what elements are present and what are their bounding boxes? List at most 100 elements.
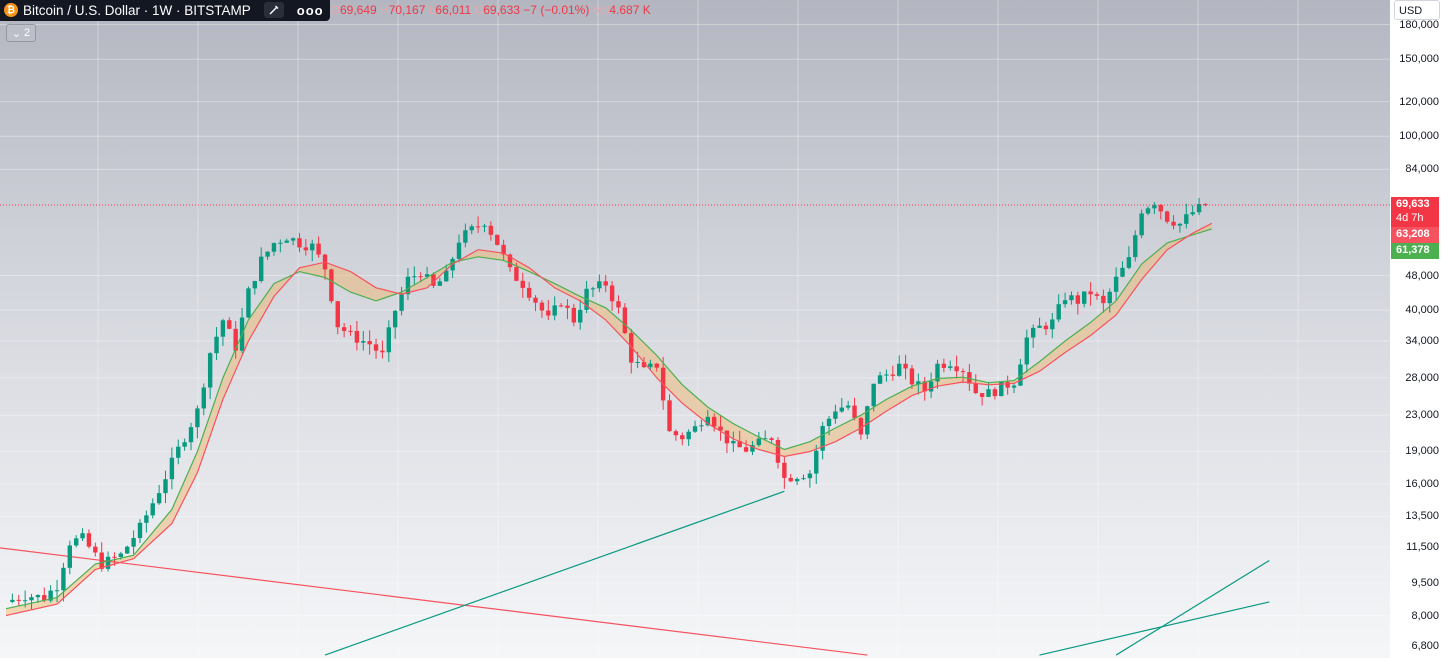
price-tick-label: 100,000 xyxy=(1399,130,1439,143)
candle-body xyxy=(967,372,972,384)
candle-body xyxy=(616,301,621,308)
price-tick-label: 40,000 xyxy=(1405,304,1439,317)
candle-body xyxy=(227,320,232,329)
candle-body xyxy=(1024,337,1029,365)
candle-body xyxy=(290,238,296,241)
candle-body xyxy=(61,567,66,591)
candle-body xyxy=(1011,385,1017,388)
candle-body xyxy=(743,447,749,452)
candle-body xyxy=(341,327,347,331)
candle-body xyxy=(405,276,411,295)
candle-body xyxy=(1050,319,1055,330)
price-tick-label: 16,000 xyxy=(1405,478,1439,491)
candle-body xyxy=(297,238,302,248)
candle-body xyxy=(265,251,270,257)
candle-body xyxy=(1164,211,1170,222)
price-label-value: 61,378 xyxy=(1396,243,1430,256)
candle-body xyxy=(1126,257,1132,268)
candle-body xyxy=(1120,267,1125,277)
candle-body xyxy=(1075,295,1081,304)
candle-body xyxy=(609,285,615,302)
candle-body xyxy=(686,431,691,440)
more-options-icon[interactable]: ooo xyxy=(296,2,324,18)
symbol-title[interactable]: Bitcoin / U.S. Dollar · 1W · BITSTAMP xyxy=(23,2,251,18)
price-tick-label: 34,000 xyxy=(1405,335,1439,347)
candle-body xyxy=(533,297,538,303)
candle-body xyxy=(16,599,21,601)
candle-body xyxy=(278,242,283,244)
candle-body xyxy=(412,276,417,278)
candle-body xyxy=(54,590,60,592)
symbol-title-box[interactable]: ₿ Bitcoin / U.S. Dollar · 1W · BITSTAMP … xyxy=(0,0,330,21)
candle-body xyxy=(67,545,72,568)
candle-body xyxy=(578,309,583,323)
candle-body xyxy=(373,344,379,351)
volume-label: Vol xyxy=(592,3,610,17)
collapse-indicators-button[interactable]: ⌄ 2 xyxy=(6,24,36,42)
candle-body xyxy=(641,362,647,368)
candle-body xyxy=(380,350,385,353)
candle-body xyxy=(176,446,181,458)
candle-body xyxy=(1177,223,1183,226)
candle-body xyxy=(463,230,468,243)
candle-body xyxy=(118,553,124,557)
candle-body xyxy=(801,478,806,480)
candle-body xyxy=(456,242,462,259)
candle-body xyxy=(571,307,577,323)
ema-fast-line xyxy=(5,222,1213,617)
settings-icon[interactable] xyxy=(263,2,284,18)
candle-body xyxy=(558,305,564,307)
candle-body xyxy=(1203,203,1208,205)
candle-body xyxy=(1062,300,1068,305)
candle-body xyxy=(99,552,104,569)
candle-body xyxy=(826,418,832,427)
candle-body xyxy=(1196,203,1202,213)
currency-selector[interactable]: USD xyxy=(1394,0,1440,20)
candle-body xyxy=(954,366,959,372)
candle-body xyxy=(144,515,149,523)
candle-body xyxy=(884,374,889,376)
candle-body xyxy=(833,411,838,419)
candle-body xyxy=(1113,276,1119,292)
candle-body xyxy=(1152,205,1157,209)
candle-body xyxy=(507,254,513,268)
price-tick-label: 48,000 xyxy=(1405,269,1439,282)
ohlc-high: H70,167 xyxy=(380,3,426,17)
ohlc-values: O69,649 H70,167 L66,011 C69,633 −7 (−0.0… xyxy=(331,3,651,17)
candle-body xyxy=(156,493,162,504)
candle-body xyxy=(220,320,226,337)
candle-body xyxy=(475,226,481,228)
candle-body xyxy=(431,274,436,286)
candle-body xyxy=(1139,213,1144,236)
candle-body xyxy=(928,381,934,392)
price-axis[interactable]: 180,000 150,000 120,000 100,000 84,000 48,000… xyxy=(1390,0,1444,658)
candle-body xyxy=(1082,291,1087,304)
candle-body xyxy=(163,479,168,494)
candle-body xyxy=(622,307,628,334)
candle-body xyxy=(935,363,940,382)
candle-body xyxy=(316,243,321,255)
candle-body xyxy=(131,538,136,547)
candle-body xyxy=(807,473,813,479)
candle-body xyxy=(348,330,353,332)
price-tick-label: 19,000 xyxy=(1405,445,1439,458)
candle-body xyxy=(495,234,500,245)
candle-body xyxy=(1101,295,1106,304)
candle-body xyxy=(1037,325,1042,328)
candle-body xyxy=(845,405,851,408)
candle-body xyxy=(916,381,921,385)
candle-body xyxy=(775,439,781,463)
candle-body xyxy=(552,305,557,316)
candle-body xyxy=(105,556,111,569)
candle-body xyxy=(782,462,787,478)
chart-plot-area[interactable] xyxy=(0,0,1390,658)
candle-body xyxy=(1171,221,1176,226)
candle-body xyxy=(1030,327,1036,338)
last-price-label: 69,633 4d 7h xyxy=(1391,196,1439,227)
trend-line xyxy=(324,490,785,656)
candle-body xyxy=(259,256,264,282)
candlestick-chart[interactable] xyxy=(0,0,1390,658)
candle-body xyxy=(941,363,947,368)
price-tick-label: 150,000 xyxy=(1399,53,1439,66)
trend-line xyxy=(1115,559,1270,656)
